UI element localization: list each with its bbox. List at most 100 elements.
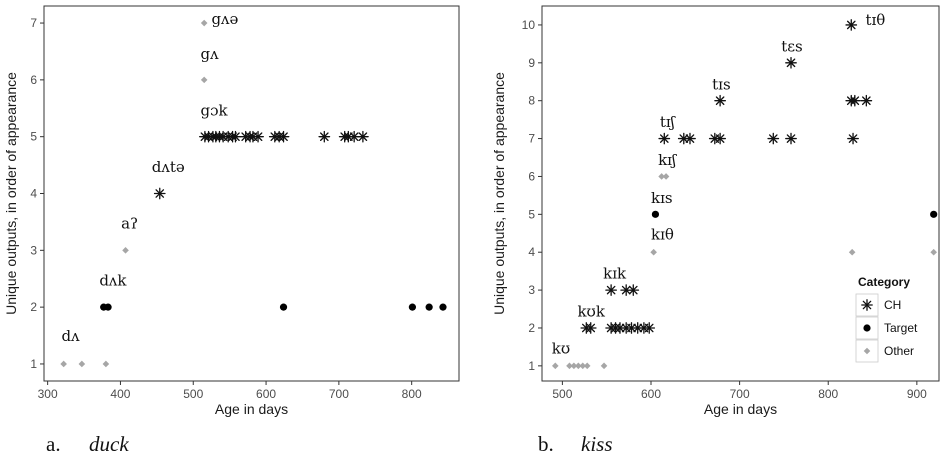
legend-key-other xyxy=(863,347,871,355)
x-tick-label: 800 xyxy=(402,387,422,401)
point-ch xyxy=(357,130,369,143)
point-ch xyxy=(848,94,861,107)
point-other xyxy=(583,362,591,370)
point-annotation: kʊ xyxy=(552,339,570,357)
point-annotation: dʌtə xyxy=(152,158,185,176)
plot-area-border xyxy=(43,5,460,382)
point-other xyxy=(122,247,129,254)
point-annotation: gʌə xyxy=(211,10,238,28)
y-tick-label: 2 xyxy=(30,300,37,314)
y-tick-label: 6 xyxy=(528,169,535,183)
series-target xyxy=(651,210,938,218)
point-other xyxy=(60,360,67,368)
y-tick-label: 3 xyxy=(528,283,535,297)
point-ch xyxy=(658,132,671,145)
panel-caption-word: kiss xyxy=(581,432,613,456)
point-annotation: aʔ xyxy=(121,215,138,233)
point-other xyxy=(551,362,559,370)
y-tick-label: 9 xyxy=(528,56,535,70)
point-ch xyxy=(847,132,859,145)
point-annotation: kɪk xyxy=(603,265,627,283)
point-ch xyxy=(277,130,290,143)
point-annotation: kʊk xyxy=(577,303,605,321)
point-other xyxy=(200,19,208,27)
point-target xyxy=(279,303,288,311)
y-tick-label: 5 xyxy=(30,130,37,144)
y-tick-label: 7 xyxy=(528,132,535,146)
y-tick-label: 1 xyxy=(30,357,37,371)
x-tick-label: 600 xyxy=(641,387,661,401)
point-ch xyxy=(860,94,873,107)
y-tick-label: 1 xyxy=(528,359,535,373)
point-other xyxy=(650,248,657,256)
point-ch xyxy=(714,132,726,145)
y-tick-label: 7 xyxy=(30,16,37,30)
point-target xyxy=(439,303,447,311)
legend-label-other: Other xyxy=(884,344,914,358)
series-ch xyxy=(153,130,369,200)
point-other xyxy=(200,76,208,84)
point-annotation: dʌ xyxy=(61,327,80,345)
panel-caption-word: duck xyxy=(89,432,129,456)
legend: Category CH Target Other xyxy=(855,275,918,363)
point-annotation: gʌ xyxy=(201,45,220,63)
plot-area-border xyxy=(541,5,940,382)
point-target xyxy=(408,303,417,311)
point-ch xyxy=(767,132,780,145)
point-ch xyxy=(785,56,797,69)
point-ch xyxy=(348,130,361,143)
point-ch xyxy=(318,130,331,143)
point-annotation: dʌk xyxy=(99,272,127,290)
x-axis-title: Age in days xyxy=(704,401,777,417)
y-tick-label: 8 xyxy=(528,94,535,108)
point-ch xyxy=(643,322,656,334)
point-ch xyxy=(627,284,640,296)
point-ch xyxy=(605,284,617,296)
point-other xyxy=(658,173,665,180)
point-annotation: tɪʃ xyxy=(660,113,676,131)
y-tick-label: 5 xyxy=(528,207,535,221)
series-other xyxy=(60,19,208,368)
point-ch xyxy=(845,19,858,31)
panel-b-kiss: 500 600 700 800 900 1 2 3 4 5 6 7 8 9 10 Age in days Uni… xyxy=(491,5,940,456)
point-other xyxy=(662,173,670,180)
y-tick-label: 4 xyxy=(528,245,535,259)
legend-title: Category xyxy=(858,275,910,289)
point-annotation: tɛs xyxy=(781,37,803,55)
point-ch xyxy=(252,130,264,143)
x-tick-label: 800 xyxy=(818,387,838,401)
y-tick-label: 3 xyxy=(30,243,37,257)
point-ch xyxy=(584,322,597,334)
x-tick-label: 300 xyxy=(38,387,58,401)
x-tick-label: 600 xyxy=(256,387,276,401)
x-tick-label: 900 xyxy=(907,387,927,401)
point-ch xyxy=(684,132,696,145)
point-annotation: tɪs xyxy=(712,75,731,93)
point-annotation: tɪθ xyxy=(865,11,885,29)
point-target xyxy=(930,210,938,218)
x-tick-label: 700 xyxy=(329,387,349,401)
point-ch xyxy=(229,130,242,143)
y-tick-label: 6 xyxy=(30,73,37,87)
legend-key-target xyxy=(863,324,871,332)
point-other xyxy=(600,362,608,370)
point-target xyxy=(425,303,433,311)
x-tick-label: 700 xyxy=(730,387,750,401)
point-ch xyxy=(153,187,166,200)
point-ch xyxy=(714,94,726,107)
series-ch xyxy=(580,19,873,334)
point-ch xyxy=(785,132,797,145)
panel-a-duck: 300 400 500 600 700 800 1 2 3 4 5 6 7 Age in days Uniq… xyxy=(3,5,460,456)
legend-label-ch: CH xyxy=(884,298,901,312)
point-target xyxy=(651,210,660,218)
point-annotation: kɪs xyxy=(651,189,673,207)
point-other xyxy=(930,248,937,256)
y-tick-label: 2 xyxy=(528,321,535,335)
point-annotation: kɪʃ xyxy=(658,151,677,169)
point-ch xyxy=(631,322,644,334)
y-axis-title: Unique outputs, in order of appearance xyxy=(491,72,507,315)
x-tick-label: 500 xyxy=(552,387,572,401)
point-annotation: gɔk xyxy=(201,102,229,120)
point-target xyxy=(104,303,112,311)
